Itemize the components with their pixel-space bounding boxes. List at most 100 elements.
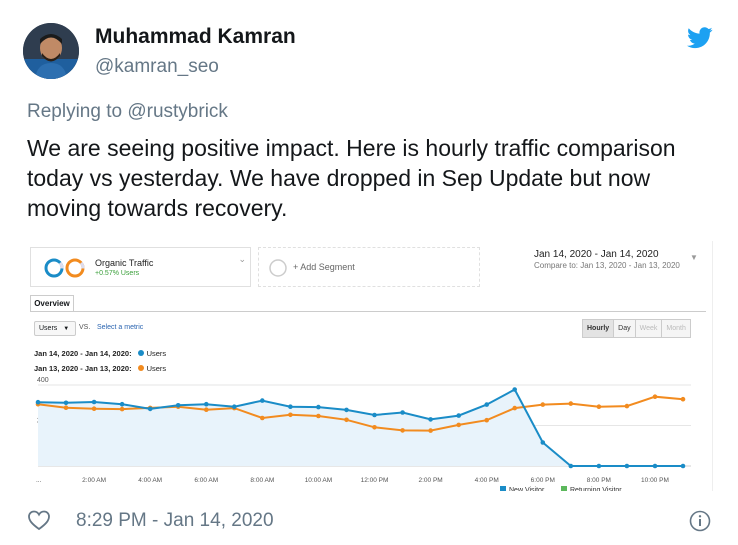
x-tick-label: 12:00 PM bbox=[361, 477, 389, 484]
data-point-jan14 bbox=[680, 463, 686, 469]
x-tick-label: 4:00 PM bbox=[475, 477, 499, 484]
legend-metric-1: Users bbox=[146, 349, 167, 358]
data-point-jan14 bbox=[63, 400, 69, 406]
vs-label: VS. bbox=[79, 324, 91, 331]
data-point-jan14 bbox=[316, 404, 321, 410]
x-tick-label: 8:00 AM bbox=[250, 477, 274, 484]
data-point-jan13 bbox=[540, 402, 546, 407]
replying-to-prefix: Replying to bbox=[27, 101, 128, 122]
data-point-jan13 bbox=[91, 406, 97, 411]
reply-handle-link[interactable]: @rustybrick bbox=[127, 101, 228, 122]
x-tick-label: 2:00 AM bbox=[82, 477, 106, 484]
bottom-legend-swatch bbox=[500, 486, 506, 491]
avatar[interactable] bbox=[23, 23, 79, 79]
data-point-jan13 bbox=[512, 405, 517, 411]
legend-metric-2: Users bbox=[146, 364, 167, 373]
hourly-button: Hourly bbox=[582, 319, 615, 338]
data-point-jan14 bbox=[91, 399, 97, 405]
date-dropdown-icon: ▼ bbox=[690, 253, 698, 262]
data-point-jan13 bbox=[372, 425, 377, 430]
metric-select-value: Users bbox=[39, 325, 58, 332]
data-point-jan14 bbox=[204, 401, 209, 407]
data-point-jan13 bbox=[260, 415, 265, 421]
data-point-jan14 bbox=[400, 410, 405, 415]
bottom-legend-swatch bbox=[561, 486, 567, 491]
data-point-jan14 bbox=[428, 417, 433, 422]
twitter-bird-icon[interactable] bbox=[687, 27, 713, 49]
metric-select: Users ▼ bbox=[34, 321, 76, 336]
date-range: Jan 14, 2020 - Jan 14, 2020 bbox=[534, 249, 659, 260]
x-tick-label: ... bbox=[36, 477, 42, 484]
data-point-jan14 bbox=[147, 406, 153, 412]
data-point-jan13 bbox=[344, 417, 349, 423]
hourly-traffic-chart: 200400...2:00 AM4:00 AM6:00 AM8:00 AM10:… bbox=[35, 377, 691, 491]
data-point-jan13 bbox=[652, 394, 658, 399]
legend-range-2: Jan 13, 2020 - Jan 13, 2020: bbox=[34, 364, 132, 373]
x-tick-label: 6:00 PM bbox=[531, 477, 555, 484]
month-button: Month bbox=[661, 319, 691, 338]
legend-range-1: Jan 14, 2020 - Jan 14, 2020: bbox=[34, 349, 132, 358]
heart-icon[interactable] bbox=[27, 509, 51, 531]
data-point-jan14 bbox=[232, 404, 237, 409]
data-point-jan14 bbox=[288, 404, 293, 409]
data-point-jan13 bbox=[316, 413, 321, 419]
x-tick-label: 4:00 AM bbox=[138, 477, 162, 484]
data-point-jan14 bbox=[456, 413, 462, 418]
info-icon[interactable] bbox=[689, 510, 711, 532]
data-point-jan14 bbox=[540, 440, 546, 445]
author-name[interactable]: Muhammad Kamran bbox=[95, 25, 296, 48]
segment-donut-icon bbox=[44, 258, 85, 278]
add-segment-box: + Add Segment bbox=[258, 247, 480, 287]
bottom-legend-label: Returning Visitor bbox=[570, 487, 622, 491]
data-point-jan14 bbox=[596, 463, 602, 469]
add-segment-label: + Add Segment bbox=[293, 262, 355, 272]
series-area-jan14 bbox=[38, 389, 683, 466]
segment-sub: +0.57% Users bbox=[95, 270, 140, 277]
tweet-timestamp[interactable]: 8:29 PM - Jan 14, 2020 bbox=[76, 510, 274, 531]
data-point-jan13 bbox=[204, 407, 209, 412]
segment-label: Organic Traffic bbox=[95, 258, 154, 268]
bottom-legend-label: New Visitor bbox=[509, 487, 545, 491]
tweet-text: We are seeing positive impact. Here is h… bbox=[27, 135, 676, 221]
legend-dot-orange bbox=[137, 365, 144, 371]
series-line-jan14 bbox=[37, 388, 683, 467]
select-metric-link: Select a metric bbox=[97, 324, 144, 331]
data-point-jan14 bbox=[175, 403, 181, 408]
x-tick-label: 2:00 PM bbox=[418, 477, 442, 484]
granularity-buttons: Hourly Day Week Month bbox=[582, 319, 691, 338]
day-button: Day bbox=[613, 319, 636, 338]
data-point-jan14 bbox=[344, 407, 349, 413]
author-handle[interactable]: @kamran_seo bbox=[95, 56, 219, 77]
data-point-jan13 bbox=[119, 406, 125, 412]
data-point-jan13 bbox=[400, 428, 405, 433]
data-point-jan13 bbox=[428, 428, 433, 433]
data-point-jan14 bbox=[652, 463, 658, 469]
data-point-jan14 bbox=[119, 401, 125, 407]
legend-row-2: Jan 13, 2020 - Jan 13, 2020: Users bbox=[34, 364, 166, 373]
data-point-jan14 bbox=[512, 387, 517, 392]
y-tick-label: 400 bbox=[37, 377, 49, 384]
data-point-jan13 bbox=[63, 405, 69, 410]
tab-divider bbox=[30, 311, 706, 312]
x-tick-label: 8:00 PM bbox=[587, 477, 611, 484]
legend-row-1: Jan 14, 2020 - Jan 14, 2020: Users bbox=[34, 349, 166, 358]
tweet-image[interactable]: Organic Traffic +0.57% Users ⌄ + Add Seg… bbox=[26, 241, 713, 491]
week-button: Week bbox=[634, 319, 663, 338]
tab-overview: Overview bbox=[30, 295, 74, 312]
chevron-down-icon: ⌄ bbox=[238, 254, 246, 264]
x-tick-label: 10:00 PM bbox=[641, 477, 669, 484]
segment-organic-traffic: Organic Traffic +0.57% Users ⌄ bbox=[30, 247, 251, 287]
data-point-jan14 bbox=[260, 398, 265, 403]
data-point-jan14 bbox=[35, 399, 41, 405]
x-tick-label: 10:00 AM bbox=[305, 477, 332, 484]
data-point-jan14 bbox=[372, 412, 377, 418]
data-point-jan14 bbox=[484, 402, 490, 407]
replying-to: Replying to @rustybrick bbox=[27, 101, 228, 123]
legend-dot-blue bbox=[137, 350, 144, 356]
data-point-jan13 bbox=[456, 422, 462, 428]
compare-range: Compare to: Jan 13, 2020 - Jan 13, 2020 bbox=[534, 261, 680, 270]
data-point-jan13 bbox=[596, 404, 602, 409]
data-point-jan13 bbox=[568, 401, 574, 406]
x-tick-label: 6:00 AM bbox=[194, 477, 218, 484]
data-point-jan14 bbox=[568, 463, 574, 469]
